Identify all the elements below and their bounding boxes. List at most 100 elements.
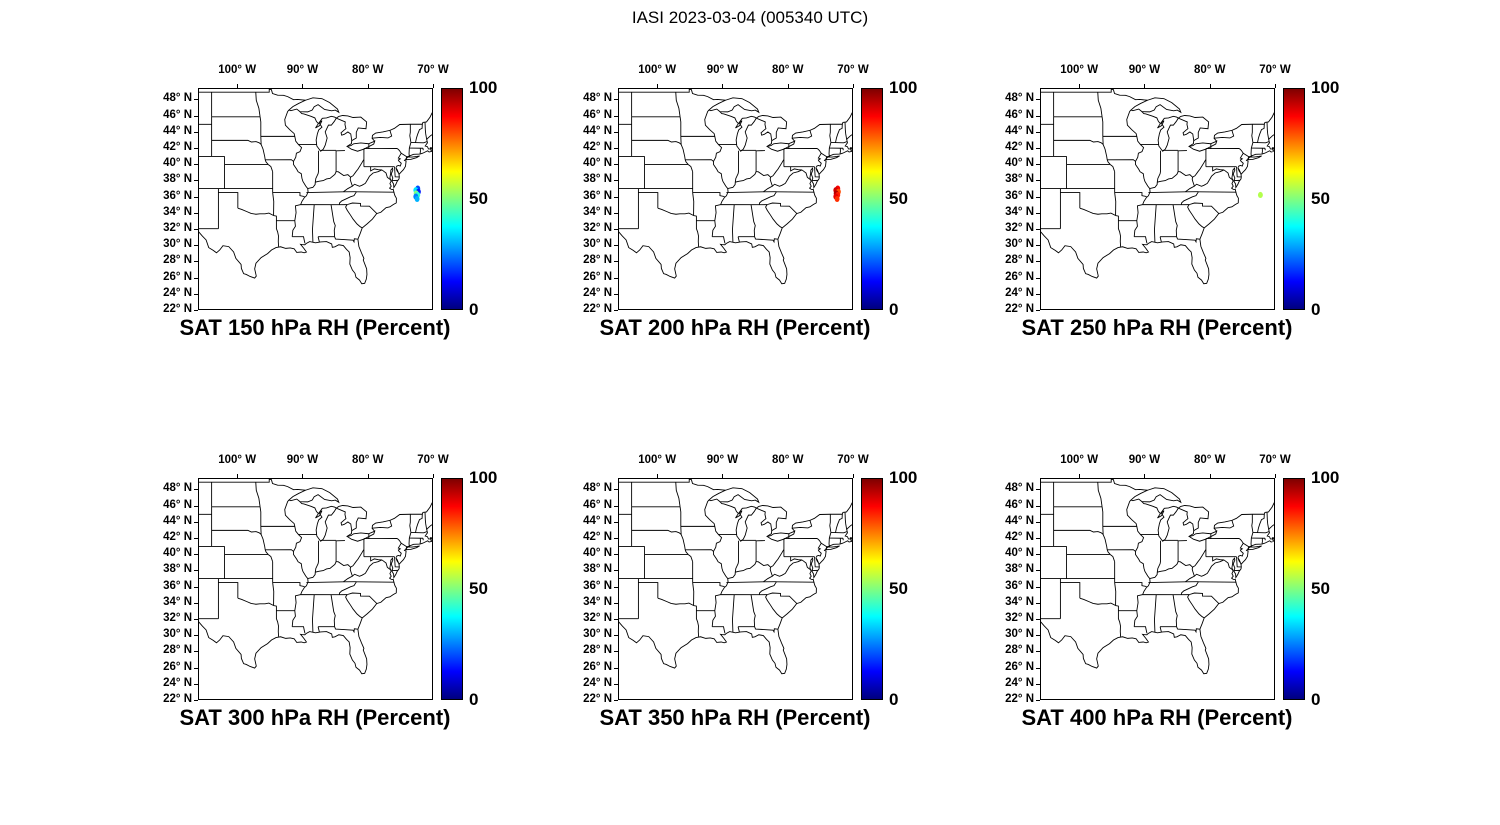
- lat-tick-label: 42° N: [163, 530, 192, 543]
- colorbar-tick-label: 100: [469, 468, 498, 487]
- lat-tick-label: 28° N: [1005, 254, 1034, 267]
- lat-tick-label: 22° N: [583, 693, 612, 705]
- lat-tick-label: 22° N: [1005, 693, 1034, 705]
- lat-tick-label: 40° N: [583, 157, 612, 170]
- map-panel: 100° W 90° W 80° W 70° W 48° N 46° N 44° N 42°…: [992, 60, 1372, 352]
- lat-tick-label: 30° N: [583, 238, 612, 251]
- observation-point: [1257, 191, 1263, 199]
- lat-tick-label: 24° N: [163, 286, 192, 299]
- lat-tick-label: 42° N: [583, 140, 612, 153]
- lon-tick-label: 70° W: [837, 64, 869, 76]
- lat-tick-label: 32° N: [583, 221, 612, 234]
- lat-tick-label: 40° N: [1005, 547, 1034, 560]
- lon-tick-label: 70° W: [417, 64, 449, 76]
- colorbar-tick-label: 50: [1311, 579, 1330, 598]
- lat-tick-label: 40° N: [163, 547, 192, 560]
- lat-tick-label: 42° N: [583, 530, 612, 543]
- panel-title: SAT 250 hPa RH (Percent): [1021, 315, 1293, 340]
- panel-title: SAT 350 hPa RH (Percent): [599, 705, 871, 730]
- lat-tick-label: 22° N: [1005, 303, 1034, 315]
- lat-tick-label: 42° N: [1005, 140, 1034, 153]
- map-panel: 100° W 90° W 80° W 70° W 48° N 46° N 44° N 42°…: [570, 450, 950, 742]
- lon-tick-label: 100° W: [218, 454, 257, 466]
- lon-tick-label: 90° W: [1128, 454, 1161, 466]
- lon-tick-label: 100° W: [638, 454, 677, 466]
- lat-tick-label: 26° N: [1005, 660, 1034, 673]
- lat-tick-label: 26° N: [163, 270, 192, 283]
- observation-point: [414, 195, 420, 203]
- lat-tick-label: 40° N: [1005, 157, 1034, 170]
- colorbar: [441, 88, 463, 310]
- colorbar: [1283, 88, 1305, 310]
- lat-tick-mark: [1036, 700, 1040, 701]
- lon-tick-label: 100° W: [1060, 64, 1099, 76]
- lon-tick-label: 80° W: [1193, 454, 1226, 466]
- colorbar-tick-label: 50: [889, 579, 908, 598]
- lat-tick-label: 46° N: [1005, 108, 1034, 121]
- lat-tick-label: 48° N: [163, 482, 192, 495]
- lat-tick-label: 48° N: [583, 482, 612, 495]
- us-map: [198, 478, 433, 700]
- lon-tick-label: 80° W: [771, 454, 804, 466]
- lat-tick-label: 28° N: [583, 254, 612, 267]
- lat-tick-label: 32° N: [583, 611, 612, 624]
- lat-tick-label: 28° N: [163, 644, 192, 657]
- lat-tick-label: 38° N: [163, 563, 192, 576]
- lat-tick-label: 34° N: [163, 205, 192, 218]
- lat-tick-label: 38° N: [583, 563, 612, 576]
- us-map: [618, 88, 853, 310]
- lat-tick-label: 38° N: [1005, 173, 1034, 186]
- lat-tick-label: 34° N: [583, 205, 612, 218]
- lat-tick-label: 40° N: [583, 547, 612, 560]
- colorbar-tick-label: 100: [889, 78, 918, 97]
- lat-tick-mark: [614, 310, 618, 311]
- lat-tick-label: 28° N: [583, 644, 612, 657]
- lat-tick-label: 26° N: [163, 660, 192, 673]
- observation-point: [834, 195, 840, 203]
- lat-tick-label: 46° N: [583, 108, 612, 121]
- lat-tick-label: 30° N: [163, 238, 192, 251]
- lon-tick-label: 70° W: [417, 454, 449, 466]
- lat-tick-label: 28° N: [163, 254, 192, 267]
- colorbar-tick-label: 50: [1311, 189, 1330, 208]
- lon-tick-label: 80° W: [1193, 64, 1226, 76]
- lon-tick-label: 90° W: [1128, 64, 1161, 76]
- panel-title: SAT 150 hPa RH (Percent): [179, 315, 451, 340]
- lat-tick-label: 30° N: [163, 628, 192, 641]
- map-panel: 100° W 90° W 80° W 70° W 48° N 46° N 44° N 42°…: [150, 60, 530, 352]
- lat-tick-label: 36° N: [583, 189, 612, 202]
- map-panel: 100° W 90° W 80° W 70° W 48° N 46° N 44° N 42°…: [992, 450, 1372, 742]
- lat-tick-label: 44° N: [1005, 124, 1034, 137]
- lat-tick-label: 32° N: [1005, 611, 1034, 624]
- lon-tick-mark: [1275, 474, 1276, 478]
- lon-tick-label: 90° W: [286, 64, 319, 76]
- lat-tick-label: 44° N: [163, 514, 192, 527]
- lat-tick-label: 32° N: [163, 221, 192, 234]
- lon-tick-label: 100° W: [218, 64, 257, 76]
- lat-tick-label: 34° N: [163, 595, 192, 608]
- panel-title: SAT 200 hPa RH (Percent): [599, 315, 871, 340]
- us-map-outline: [1040, 479, 1275, 674]
- lat-tick-label: 32° N: [163, 611, 192, 624]
- lat-tick-label: 46° N: [163, 498, 192, 511]
- colorbar-tick-label: 50: [469, 189, 488, 208]
- lat-tick-label: 28° N: [1005, 644, 1034, 657]
- lat-tick-label: 24° N: [1005, 676, 1034, 689]
- lat-tick-label: 34° N: [583, 595, 612, 608]
- lat-tick-label: 36° N: [163, 189, 192, 202]
- lon-tick-label: 90° W: [706, 64, 739, 76]
- colorbar-tick-label: 50: [889, 189, 908, 208]
- lat-tick-label: 42° N: [1005, 530, 1034, 543]
- colorbar-tick-label: 100: [1311, 78, 1340, 97]
- lat-tick-label: 44° N: [583, 514, 612, 527]
- us-map-outline: [198, 89, 433, 284]
- lon-tick-mark: [853, 474, 854, 478]
- lat-tick-mark: [1036, 310, 1040, 311]
- us-map-outline: [618, 479, 853, 674]
- map-panel: 100° W 90° W 80° W 70° W 48° N 46° N 44° N 42°…: [570, 60, 950, 352]
- lat-tick-label: 46° N: [163, 108, 192, 121]
- lon-tick-label: 80° W: [351, 454, 384, 466]
- lon-tick-label: 70° W: [1259, 64, 1291, 76]
- lat-tick-label: 22° N: [163, 693, 192, 705]
